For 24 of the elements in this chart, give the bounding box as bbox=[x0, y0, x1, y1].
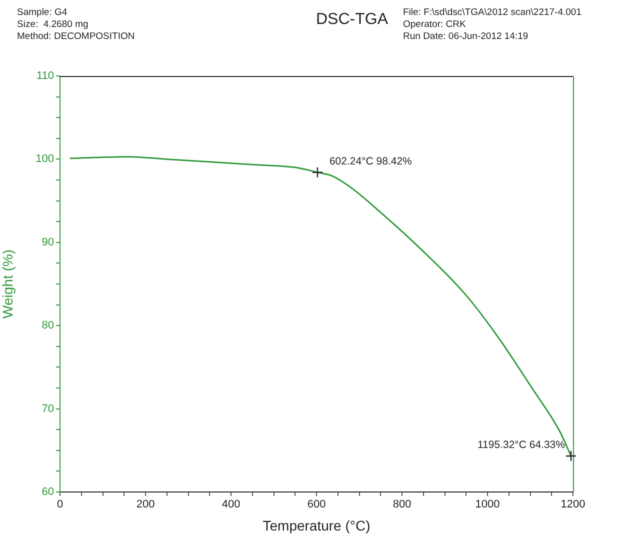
x-tick-label: 1200 bbox=[560, 498, 586, 511]
text: Size: 4.2680 mg bbox=[17, 19, 88, 30]
y-tick-label: 70 bbox=[42, 402, 54, 415]
x-axis-title: Temperature (°C) bbox=[262, 517, 370, 534]
y-tick-label: 110 bbox=[36, 70, 54, 82]
x-tick-label: 1000 bbox=[475, 498, 500, 511]
y-tick-label: 90 bbox=[42, 236, 54, 248]
x-tick-label: 800 bbox=[392, 498, 412, 511]
x-tick-label: 400 bbox=[222, 498, 240, 511]
text: Method: DECOMPOSITION bbox=[17, 31, 135, 42]
x-tick-label: 200 bbox=[136, 498, 155, 511]
text: Run Date: 06-Jun-2012 14:19 bbox=[403, 31, 528, 42]
text: File: F:\sd\dsc\TGA\2012 scan\2217-4.001 bbox=[403, 7, 582, 18]
y-tick-label: 60 bbox=[42, 486, 54, 498]
y-axis-title: Weight (%) bbox=[0, 250, 16, 318]
y-tick-label: 80 bbox=[42, 320, 54, 332]
annotation: 1195.32°C 64.33% bbox=[478, 438, 565, 451]
x-tick-label: 0 bbox=[56, 498, 64, 511]
x-tick-label: 600 bbox=[307, 498, 326, 511]
annotation: 602.24°C 98.42% bbox=[329, 155, 412, 168]
chart-title: DSC-TGA bbox=[316, 11, 388, 28]
y-tick-label: 100 bbox=[36, 153, 54, 166]
text: Sample: G4 bbox=[17, 7, 68, 18]
text: Operator: CRK bbox=[403, 19, 466, 30]
